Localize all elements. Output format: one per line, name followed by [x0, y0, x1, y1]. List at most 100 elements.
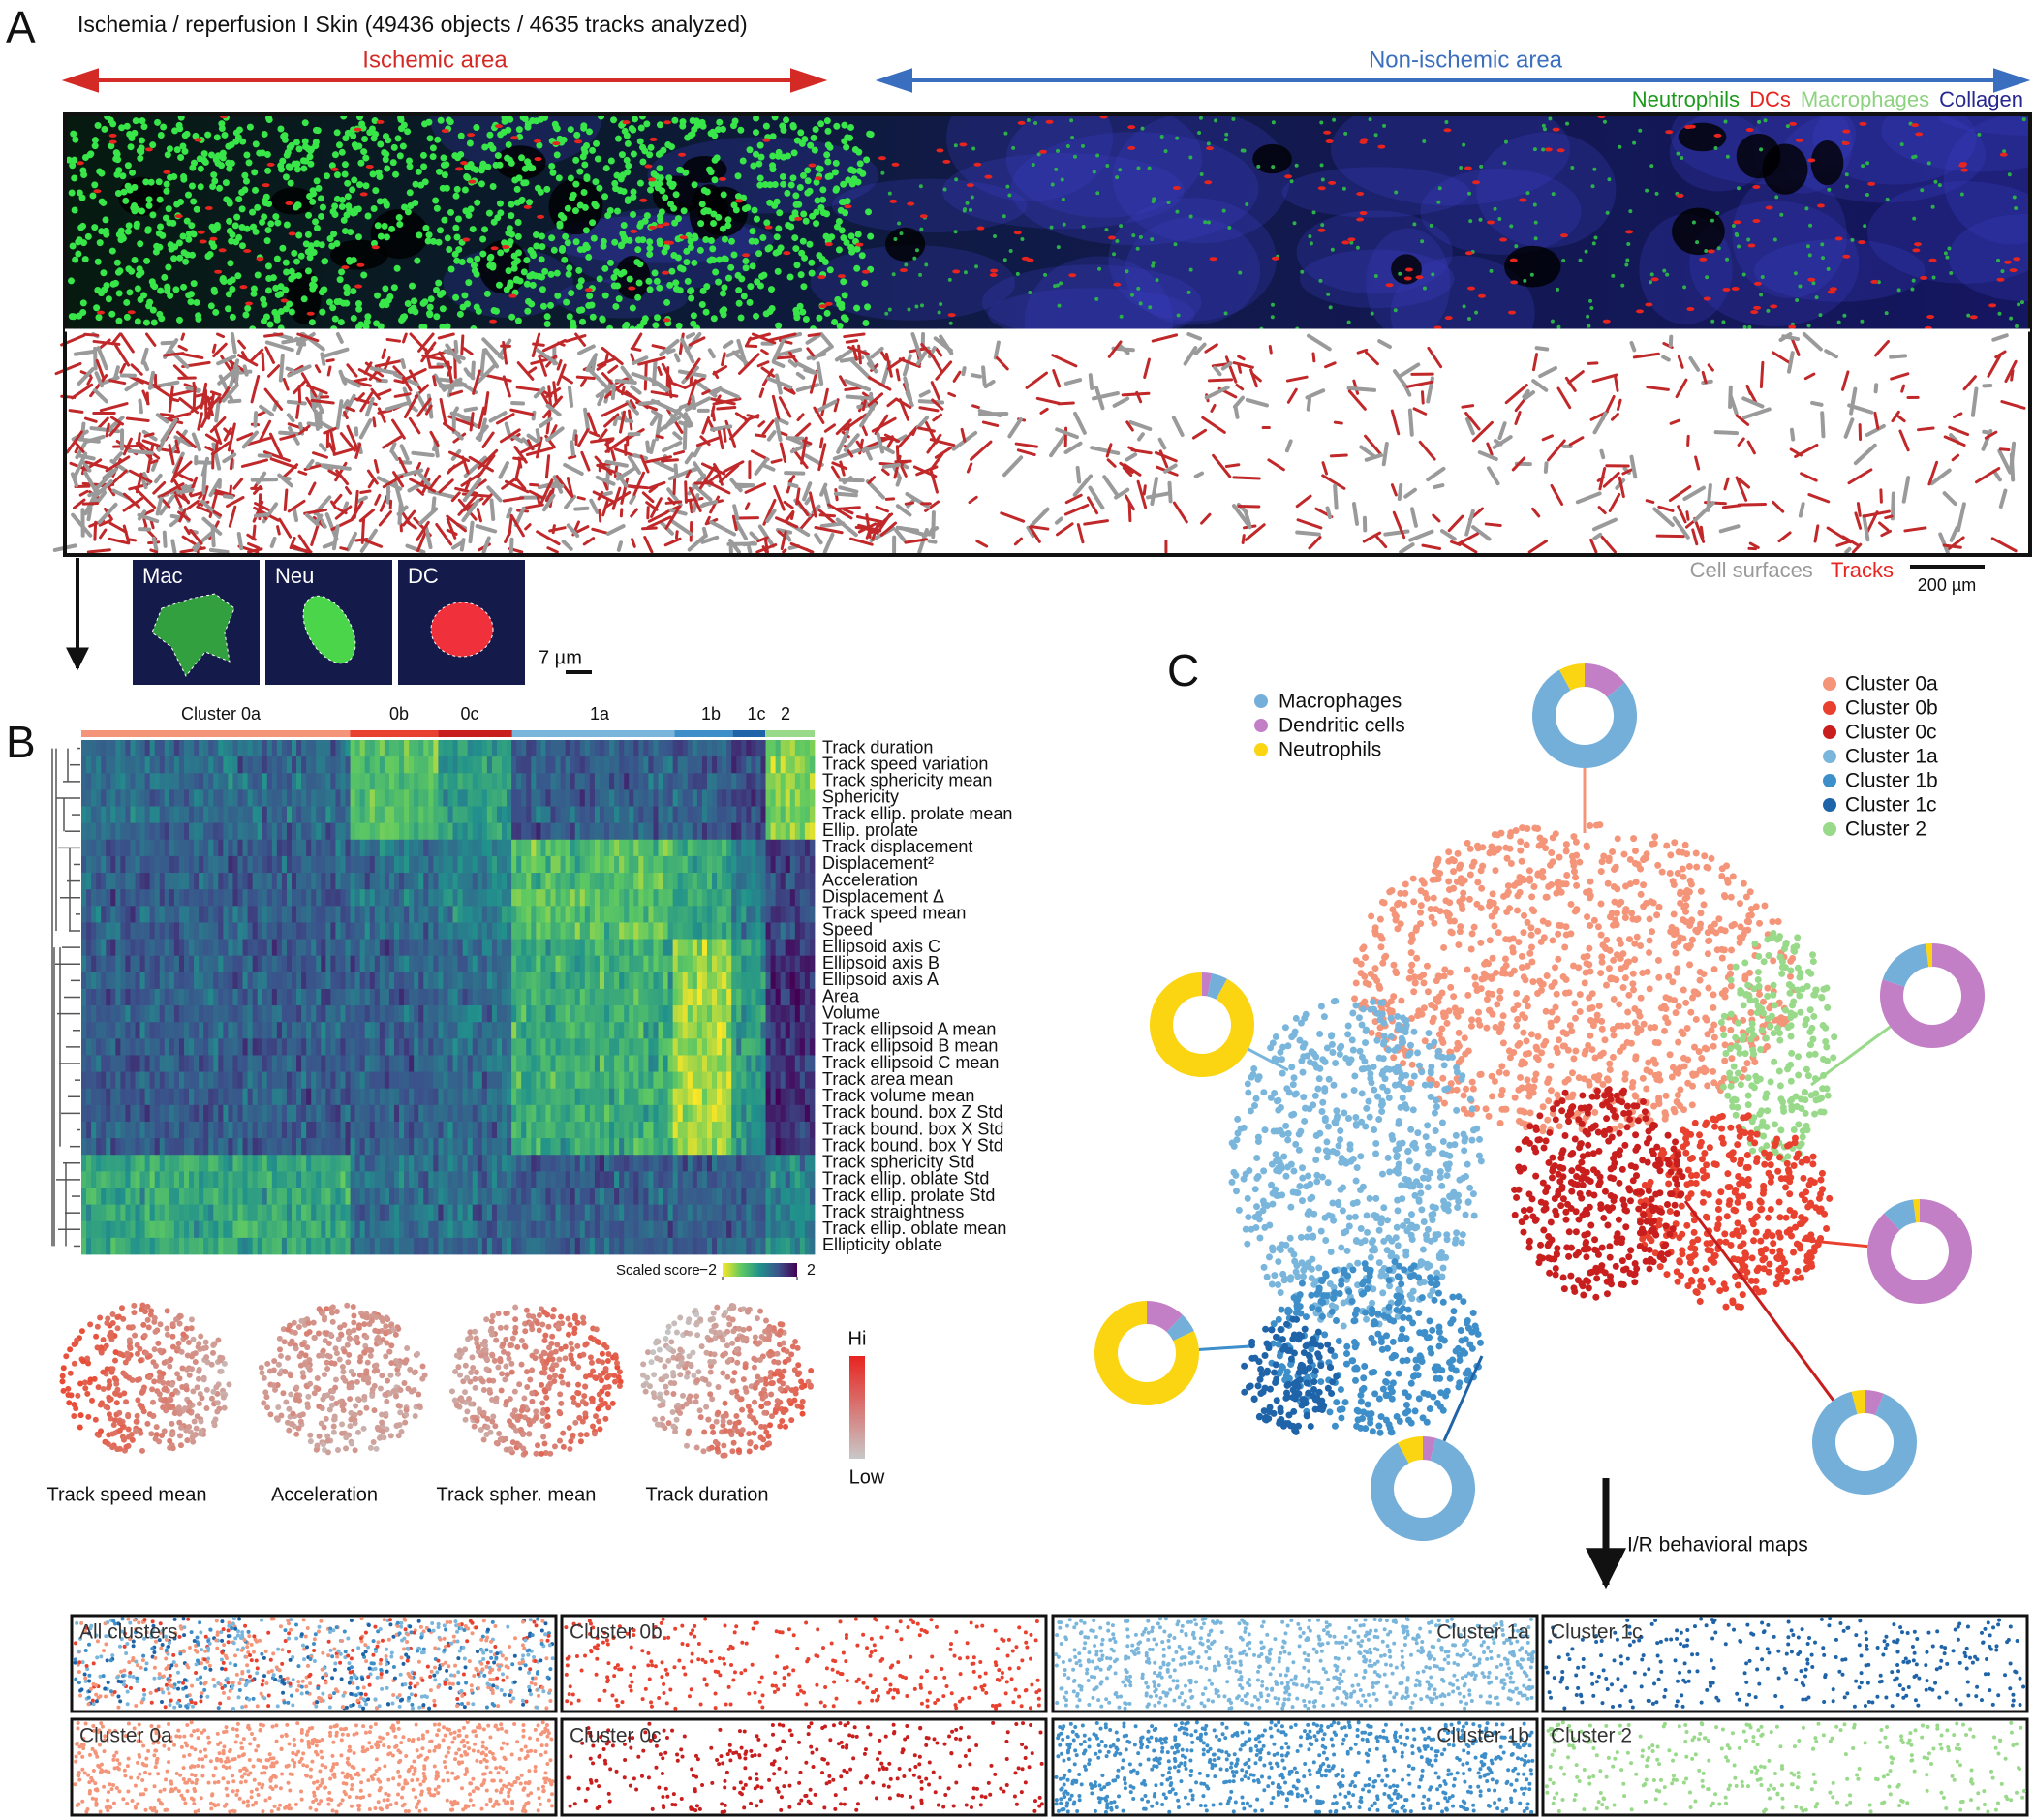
heat-cell — [453, 756, 458, 774]
heat-cell — [736, 840, 741, 857]
cell — [89, 192, 96, 199]
cell — [1115, 175, 1119, 179]
heat-cell — [790, 756, 795, 774]
cell — [1359, 140, 1367, 144]
heat-cell — [609, 823, 614, 841]
cell — [247, 124, 254, 131]
heat-cell — [311, 740, 316, 757]
cell — [249, 209, 256, 216]
cell — [1095, 191, 1099, 195]
cell — [1850, 238, 1854, 242]
cell — [277, 125, 284, 132]
heat-cell — [228, 773, 232, 790]
heat-cell — [726, 740, 731, 757]
heat-cell — [600, 789, 604, 807]
heat-cell — [380, 807, 385, 824]
cell — [210, 237, 218, 241]
heat-cell — [404, 840, 409, 857]
heat-cell — [633, 789, 638, 807]
heat-cell — [561, 840, 566, 857]
heat-cell — [351, 773, 355, 790]
cluster-label: 2 — [781, 704, 790, 724]
heat-cell — [145, 789, 150, 807]
heat-cell — [755, 840, 760, 857]
heat-cell — [585, 756, 590, 774]
heat-cell — [561, 807, 566, 824]
cell — [396, 221, 403, 228]
cell — [98, 170, 105, 177]
cell — [572, 181, 579, 188]
cell — [462, 207, 469, 214]
track — [1761, 362, 1763, 386]
heat-cell — [805, 756, 810, 774]
cell — [225, 305, 231, 312]
heat-cell — [438, 807, 443, 824]
cell — [618, 242, 625, 249]
cell — [443, 161, 449, 168]
cell — [918, 273, 922, 277]
cell — [243, 178, 250, 185]
heat-cell — [237, 789, 242, 807]
cell — [468, 180, 476, 184]
heat-cell — [717, 873, 722, 890]
heat-cell — [385, 773, 389, 790]
cell — [1320, 223, 1324, 227]
cell — [384, 165, 390, 171]
heat-cell — [755, 740, 760, 757]
heat-cell — [140, 823, 145, 841]
heat-cell — [595, 873, 600, 890]
cell — [489, 320, 497, 324]
cell — [1759, 147, 1763, 151]
heat-cell — [248, 773, 253, 790]
heat-cell — [726, 756, 731, 774]
track — [809, 334, 819, 336]
heat-cell — [643, 840, 648, 857]
cell — [575, 267, 582, 274]
cell — [963, 207, 967, 211]
cell — [104, 282, 110, 289]
track — [1169, 483, 1170, 502]
heat-cell — [795, 873, 800, 890]
track — [402, 360, 404, 367]
heat-cell — [292, 756, 296, 774]
heat-cell — [213, 773, 218, 790]
cell — [1692, 221, 1696, 225]
heat-cell — [511, 773, 516, 790]
cell — [1552, 192, 1556, 196]
heat-cell — [110, 873, 115, 890]
heat-cell — [125, 823, 130, 841]
cell — [819, 304, 827, 308]
cell — [1807, 158, 1815, 162]
cell — [759, 234, 766, 241]
heat-cell — [409, 756, 414, 774]
heat-cell — [136, 756, 140, 774]
heat-cell — [751, 840, 755, 857]
heat-cell — [140, 856, 145, 874]
heat-cell — [340, 756, 345, 774]
heat-cell — [683, 840, 688, 857]
cell — [552, 141, 560, 145]
cell — [72, 257, 78, 263]
heat-cell — [741, 823, 746, 841]
heat-cell — [668, 756, 673, 774]
cell — [580, 122, 587, 129]
heat-cell — [609, 789, 614, 807]
heat-cell — [751, 773, 755, 790]
cell — [740, 157, 747, 164]
heat-cell — [365, 740, 370, 757]
heat-cell — [766, 773, 771, 790]
cell — [809, 270, 816, 277]
heat-cell — [86, 873, 91, 890]
heat-cell — [86, 889, 91, 907]
cell — [495, 152, 502, 159]
cell — [1628, 209, 1632, 213]
cell — [405, 300, 412, 307]
cell — [135, 318, 141, 324]
heat-cell — [497, 773, 502, 790]
track — [1919, 428, 1934, 430]
cell — [800, 172, 807, 179]
heat-cell — [468, 807, 473, 824]
cell — [738, 275, 745, 282]
cell — [392, 171, 399, 178]
heat-cell — [443, 840, 447, 857]
